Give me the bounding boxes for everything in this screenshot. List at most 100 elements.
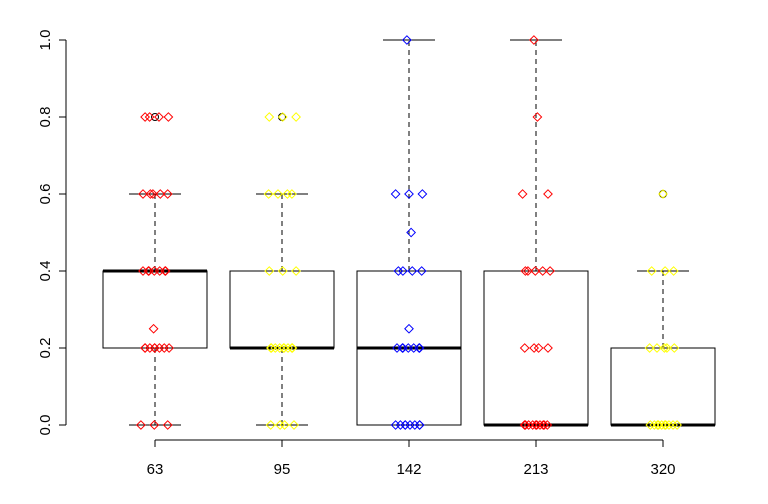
data-point	[164, 343, 175, 353]
data-point	[523, 420, 534, 430]
data-point	[417, 189, 428, 199]
data-point	[520, 420, 531, 430]
data-point	[390, 420, 401, 430]
data-point	[277, 266, 288, 276]
data-point	[545, 266, 556, 276]
outlier-point	[151, 113, 159, 121]
data-point	[278, 343, 289, 353]
box-95	[229, 113, 335, 426]
data-point	[154, 112, 164, 122]
data-point	[527, 420, 538, 430]
data-point	[265, 420, 276, 430]
data-point	[672, 420, 683, 430]
data-point	[522, 266, 533, 276]
data-point	[532, 112, 543, 122]
data-point	[661, 343, 672, 353]
data-point	[414, 343, 425, 353]
data-point	[406, 227, 417, 238]
data-point	[543, 343, 553, 353]
box-213	[483, 39, 589, 427]
data-point	[664, 420, 674, 430]
data-point	[145, 189, 156, 199]
data-point	[409, 420, 420, 430]
data-point	[531, 420, 542, 430]
data-point	[397, 266, 408, 276]
data-point	[531, 420, 541, 430]
data-point	[659, 420, 670, 430]
data-point	[395, 420, 406, 430]
data-point	[653, 420, 664, 430]
y-tick-label: 1.0	[37, 30, 54, 51]
data-point	[163, 112, 174, 122]
data-points	[135, 35, 683, 430]
data-point	[263, 189, 274, 199]
data-point	[528, 35, 539, 45]
data-point	[291, 266, 302, 276]
data-point	[270, 343, 281, 353]
data-point	[652, 420, 663, 430]
y-tick-label: 0.8	[37, 107, 54, 128]
data-point	[660, 266, 671, 276]
data-point	[160, 266, 171, 276]
data-point	[149, 420, 160, 430]
data-point	[138, 189, 148, 199]
data-point	[669, 343, 680, 353]
data-point	[416, 266, 427, 276]
x-tick-label: 213	[523, 461, 548, 478]
data-point	[519, 420, 530, 430]
data-point	[286, 189, 297, 199]
data-point	[279, 420, 290, 430]
data-point	[660, 420, 671, 430]
x-axis: 63 95 142 213 320	[147, 439, 676, 478]
y-tick-label: 0.4	[37, 261, 54, 282]
data-point	[265, 343, 276, 353]
data-point	[286, 343, 297, 353]
data-point	[135, 420, 146, 430]
data-point	[407, 266, 418, 276]
box-142	[356, 39, 462, 426]
y-tick-label: 0.2	[37, 338, 54, 359]
box-iqr	[102, 270, 208, 349]
data-point	[646, 266, 657, 276]
data-point	[277, 112, 288, 122]
data-point	[538, 420, 549, 430]
data-point	[535, 420, 545, 430]
data-point	[264, 112, 275, 122]
data-point	[656, 420, 667, 430]
x-tick-label: 142	[396, 461, 421, 478]
data-point	[282, 189, 293, 199]
data-point	[644, 343, 655, 353]
data-point	[275, 420, 286, 430]
box-iqr	[483, 270, 589, 426]
data-point	[400, 420, 411, 430]
data-point	[144, 112, 155, 122]
data-point	[390, 189, 401, 199]
data-point	[140, 343, 150, 353]
x-tick-label: 95	[274, 461, 291, 478]
data-point	[264, 266, 275, 276]
data-point	[668, 266, 679, 276]
data-point	[533, 343, 544, 353]
y-axis: 0.0 0.2 0.4 0.6 0.8 1.0	[37, 30, 67, 435]
data-point	[652, 343, 662, 353]
data-point	[645, 420, 656, 430]
box-63	[102, 113, 208, 426]
data-point	[147, 189, 158, 199]
data-point	[539, 420, 549, 430]
data-point	[291, 112, 302, 122]
data-point	[530, 266, 541, 276]
data-point	[517, 189, 528, 199]
data-point	[162, 420, 173, 430]
data-point	[405, 420, 415, 430]
data-point	[668, 420, 678, 430]
data-point	[520, 266, 531, 276]
data-point	[529, 343, 540, 353]
data-point	[659, 343, 670, 353]
data-point	[658, 189, 668, 199]
data-point	[144, 343, 155, 353]
data-point	[274, 343, 285, 353]
y-tick-label: 0.6	[37, 184, 54, 205]
data-point	[283, 343, 293, 353]
data-point	[404, 323, 414, 334]
data-point	[154, 343, 165, 353]
